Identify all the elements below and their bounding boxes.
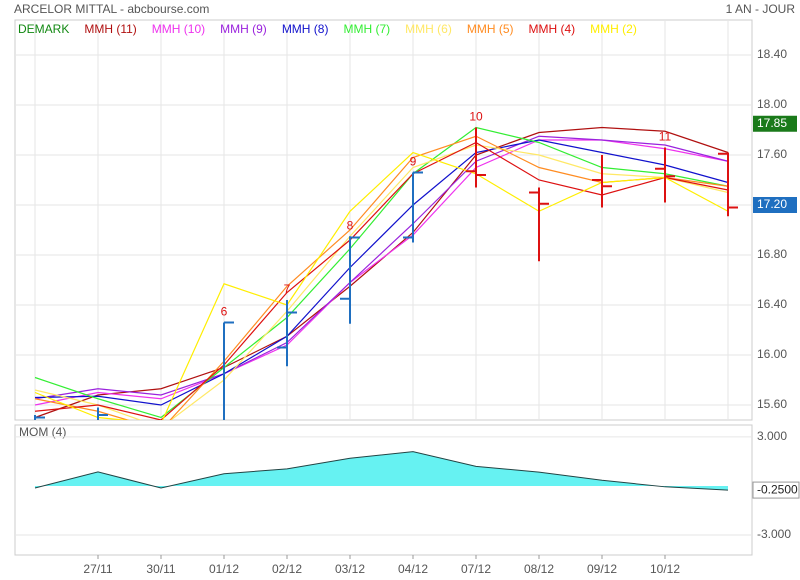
ma-line: [34, 135, 729, 400]
y-tick-label: 16.40: [757, 297, 787, 311]
x-tick-label: 09/12: [587, 562, 617, 576]
mom-title: MOM (4): [19, 425, 66, 439]
ma-line: [34, 141, 729, 420]
legend-entry: MMH (5): [467, 22, 514, 36]
legend-entry: DEMARK: [18, 22, 69, 36]
legend-entry: MMH (7): [343, 22, 390, 36]
ma-line: [34, 144, 729, 420]
x-tick-label: 02/12: [272, 562, 302, 576]
x-tick-label: 08/12: [524, 562, 554, 576]
y-tick-label: 15.60: [757, 397, 787, 411]
legend-entry: MMH (8): [282, 22, 329, 36]
mom-panel: [14, 424, 753, 556]
demark-count: 11: [659, 130, 672, 144]
price-label: 17.85: [757, 116, 787, 130]
x-tick-label: 27/11: [83, 562, 112, 576]
demark-count: 6: [221, 305, 228, 319]
area-fill: [35, 451, 728, 491]
x-tick-label: 30/11: [146, 562, 175, 576]
chart-title: ARCELOR MITTAL - abcbourse.com: [14, 2, 209, 16]
x-tick-label: 01/12: [209, 562, 239, 576]
y-tick-label: 18.40: [757, 47, 787, 61]
demark-count: 7: [284, 282, 291, 296]
last-label-box: [752, 481, 800, 499]
ma-line: [34, 126, 729, 419]
ma-line: [34, 139, 729, 406]
area-line: [34, 451, 729, 491]
demark-count: 10: [469, 110, 483, 124]
price-label-box: [753, 115, 797, 132]
chart-subtitle: 1 AN - JOUR: [726, 2, 796, 16]
legend-entry: MMH (10): [152, 22, 205, 36]
last-label: -0.2500: [757, 482, 798, 496]
x-tick-label: 03/12: [335, 562, 365, 576]
y-tick-label: 3.000: [757, 429, 787, 443]
demark-count: 9: [410, 155, 417, 169]
legend-entry: MMH (9): [220, 22, 267, 36]
x-tick-label: 04/12: [398, 562, 428, 576]
main-panel: [14, 19, 753, 421]
y-tick-label: 16.80: [757, 247, 787, 261]
ma-line: [34, 151, 729, 420]
x-tick-label: 10/12: [650, 562, 680, 576]
legend-entry: MMH (4): [529, 22, 576, 36]
y-tick-label: 18.00: [757, 97, 787, 111]
ma-line: [34, 139, 729, 406]
demark-count: 8: [347, 218, 354, 232]
legend-entry: MMH (2): [590, 22, 637, 36]
y-tick-label: 17.60: [757, 147, 787, 161]
legend-entry: MMH (11): [84, 22, 136, 36]
price-label-box: [753, 197, 797, 213]
y-tick-label: 16.00: [757, 347, 787, 361]
price-label: 17.20: [757, 197, 787, 211]
legend-entry: MMH (6): [405, 22, 452, 36]
x-tick-label: 07/12: [461, 562, 491, 576]
y-tick-label: -3.000: [757, 527, 791, 541]
